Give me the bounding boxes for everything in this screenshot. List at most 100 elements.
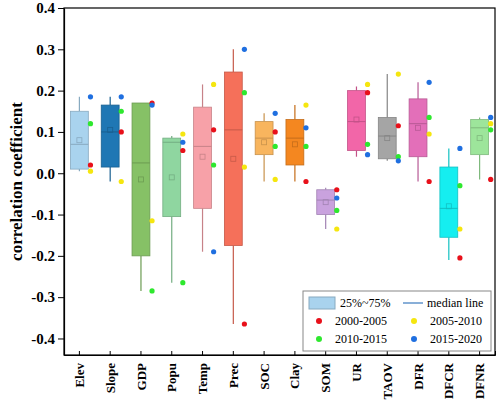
- box: [471, 120, 489, 155]
- box: [317, 190, 335, 215]
- mean-marker: [231, 156, 236, 161]
- median-line: [70, 144, 88, 145]
- box-group: [163, 136, 181, 283]
- point: [149, 218, 154, 223]
- x-axis: ElevSlopeGDPPopuTempPrecSOCClaySOMURTAOV…: [65, 351, 496, 400]
- point: [119, 129, 124, 134]
- series-points: [88, 90, 493, 293]
- x-tick-mark: [202, 351, 203, 355]
- point: [88, 169, 93, 174]
- mean-marker: [292, 142, 297, 147]
- box-group: [378, 74, 396, 161]
- median-line: [471, 127, 489, 128]
- point: [334, 195, 339, 200]
- point: [488, 115, 493, 120]
- median-line: [163, 142, 181, 143]
- y-axis: -0.4-0.3-0.2-0.10.00.10.20.30.4: [31, 0, 64, 355]
- point: [396, 123, 401, 128]
- point: [273, 144, 278, 149]
- legend-box-swatch: [309, 297, 335, 309]
- x-tick: Popu: [164, 351, 179, 392]
- box-group: [132, 103, 150, 291]
- point: [303, 179, 308, 184]
- box-group: [224, 49, 242, 324]
- y-tick-mark: [58, 8, 64, 9]
- whisker-high: [417, 82, 418, 99]
- x-tick-mark: [264, 351, 265, 355]
- y-tick-mark: [58, 173, 64, 174]
- y-tick: 0.0: [36, 166, 64, 182]
- y-tick-mark: [58, 297, 64, 298]
- point: [303, 125, 308, 130]
- point: [457, 146, 462, 151]
- point: [211, 162, 216, 167]
- y-tick-label: -0.3: [31, 289, 55, 305]
- box: [70, 111, 88, 169]
- box-group: [440, 148, 458, 260]
- point: [488, 127, 493, 132]
- x-tick-label: TAOV: [380, 362, 395, 399]
- x-tick-mark: [171, 351, 172, 355]
- point: [457, 255, 462, 260]
- whisker-low: [171, 217, 172, 283]
- y-tick-label: 0.1: [36, 124, 55, 140]
- mean-marker: [138, 177, 143, 182]
- point: [427, 80, 432, 85]
- median-line: [409, 123, 427, 124]
- whisker-low: [417, 157, 418, 182]
- y-tick: 0.1: [36, 124, 64, 140]
- whisker-high: [233, 49, 234, 72]
- point: [242, 321, 247, 326]
- point: [149, 288, 154, 293]
- legend-label: 2000-2005: [335, 314, 387, 328]
- y-tick: 0.2: [36, 83, 64, 99]
- x-tick: UR: [349, 351, 364, 382]
- box-group: [70, 97, 88, 171]
- point: [365, 82, 370, 87]
- whisker-high: [264, 113, 265, 121]
- whisker-high: [110, 97, 111, 105]
- box: [101, 105, 119, 167]
- box: [194, 107, 212, 208]
- x-tick-mark: [233, 351, 234, 355]
- x-tick: DFR: [411, 351, 426, 390]
- point: [119, 94, 124, 99]
- x-tick: GDP: [134, 351, 149, 390]
- x-axis-line: [65, 351, 496, 356]
- point: [88, 162, 93, 167]
- point: [180, 148, 185, 153]
- y-tick-mark: [58, 49, 64, 50]
- mean-marker: [354, 117, 359, 122]
- x-tick-label: Prec: [226, 363, 241, 388]
- marks: [70, 47, 493, 327]
- x-tick-label: UR: [349, 362, 364, 381]
- x-tick: SOC: [257, 351, 272, 390]
- y-tick-mark: [58, 256, 64, 257]
- point: [457, 226, 462, 231]
- legend-label: 25%~75%: [340, 296, 390, 310]
- mean-marker: [262, 140, 267, 145]
- point: [457, 183, 462, 188]
- legend-label: 2005-2010: [430, 314, 482, 328]
- whisker-low: [356, 151, 357, 157]
- box: [286, 120, 304, 165]
- median-line: [194, 146, 212, 147]
- x-tick: Elev: [72, 351, 87, 388]
- box-group: [255, 113, 273, 181]
- legend-marker: [411, 336, 417, 342]
- whisker-low: [448, 237, 449, 260]
- x-tick-mark: [448, 351, 449, 355]
- legend: 25%~75%median line2000-20052005-20102010…: [303, 291, 491, 351]
- box: [132, 103, 150, 256]
- chart: -0.4-0.3-0.2-0.10.00.10.20.30.4ElevSlope…: [0, 0, 500, 401]
- y-tick-mark: [58, 91, 64, 92]
- whisker-low: [479, 155, 480, 180]
- x-tick-mark: [79, 351, 80, 355]
- point: [334, 226, 339, 231]
- point: [242, 90, 247, 95]
- point: [273, 129, 278, 134]
- legend-label: median line: [427, 296, 483, 310]
- point: [211, 82, 216, 87]
- point: [334, 208, 339, 213]
- point: [488, 121, 493, 126]
